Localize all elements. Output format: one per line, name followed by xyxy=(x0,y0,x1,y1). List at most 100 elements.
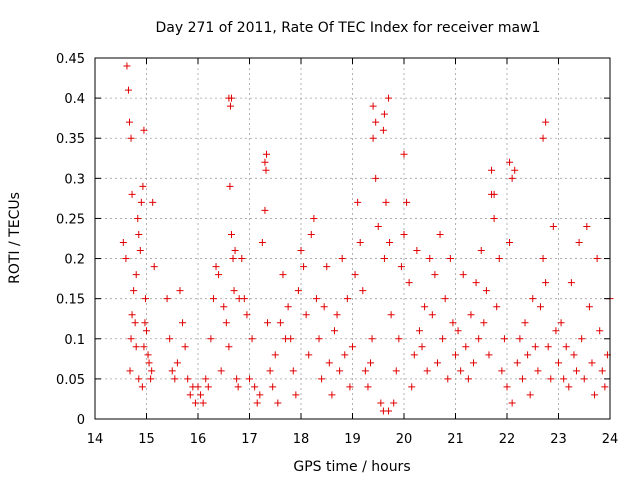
data-point xyxy=(186,391,194,399)
data-point xyxy=(147,375,155,383)
data-point xyxy=(472,279,480,287)
data-point xyxy=(565,383,573,391)
data-point xyxy=(544,343,552,351)
data-point xyxy=(261,206,269,214)
data-point xyxy=(567,279,575,287)
data-point xyxy=(596,327,604,335)
data-point xyxy=(354,198,362,206)
data-point xyxy=(516,335,524,343)
data-point xyxy=(173,359,181,367)
data-point xyxy=(377,399,385,407)
data-point xyxy=(400,150,408,158)
data-point xyxy=(506,158,514,166)
data-point xyxy=(364,383,372,391)
data-point xyxy=(386,239,394,247)
data-point xyxy=(226,182,234,190)
data-point xyxy=(262,166,270,174)
data-point xyxy=(149,198,157,206)
y-tick-label: 0.1 xyxy=(64,333,85,348)
data-point xyxy=(141,319,149,327)
data-point xyxy=(464,375,472,383)
x-axis: 14 15 16 17 18 19 20 21 22 23 24 xyxy=(87,58,618,447)
data-point xyxy=(256,391,264,399)
data-point xyxy=(542,118,550,126)
data-point xyxy=(562,343,570,351)
data-point xyxy=(220,303,228,311)
data-point xyxy=(307,230,315,238)
data-point xyxy=(542,279,550,287)
data-point xyxy=(390,399,398,407)
data-point xyxy=(126,367,134,375)
y-tick-label: 0.3 xyxy=(64,172,85,187)
data-point xyxy=(482,287,490,295)
data-point xyxy=(552,327,560,335)
data-point xyxy=(585,303,593,311)
data-point xyxy=(336,367,344,375)
data-point xyxy=(310,214,318,222)
data-point xyxy=(137,198,145,206)
data-point xyxy=(251,383,259,391)
data-point xyxy=(191,399,199,407)
data-point xyxy=(199,399,207,407)
data-point xyxy=(433,359,441,367)
data-point xyxy=(148,367,156,375)
y-tick-label: 0.4 xyxy=(64,92,85,107)
data-point xyxy=(446,255,454,263)
data-point xyxy=(135,230,143,238)
data-point xyxy=(297,247,305,255)
data-point xyxy=(166,335,174,343)
data-point xyxy=(392,367,400,375)
data-point xyxy=(521,319,529,327)
data-point xyxy=(207,335,215,343)
data-point xyxy=(262,150,270,158)
data-point xyxy=(428,311,436,319)
data-point xyxy=(325,359,333,367)
data-point xyxy=(526,391,534,399)
data-point xyxy=(145,359,153,367)
data-point xyxy=(439,335,447,343)
x-tick-label: 21 xyxy=(447,432,464,447)
data-point xyxy=(261,158,269,166)
data-point xyxy=(387,311,395,319)
data-point xyxy=(341,351,349,359)
data-point xyxy=(150,263,158,271)
data-point xyxy=(292,391,300,399)
data-point xyxy=(238,255,246,263)
data-point xyxy=(138,383,146,391)
y-tick-label: 0 xyxy=(77,413,85,428)
y-tick-label: 0.35 xyxy=(56,132,85,147)
y-tick-label: 0.05 xyxy=(56,373,85,388)
data-point xyxy=(449,319,457,327)
data-point xyxy=(511,166,519,174)
data-points xyxy=(119,62,614,415)
data-point xyxy=(194,383,202,391)
data-point xyxy=(475,335,483,343)
data-point xyxy=(441,295,449,303)
data-point xyxy=(488,166,496,174)
data-point xyxy=(518,375,526,383)
data-point xyxy=(506,239,514,247)
data-point xyxy=(209,295,217,303)
data-point xyxy=(140,343,148,351)
data-point xyxy=(230,287,238,295)
data-point xyxy=(225,343,233,351)
data-point xyxy=(531,343,539,351)
data-point xyxy=(141,295,149,303)
data-point xyxy=(400,230,408,238)
data-point xyxy=(266,367,274,375)
data-point xyxy=(356,239,364,247)
x-tick-label: 19 xyxy=(344,432,361,447)
data-point xyxy=(289,367,297,375)
data-point xyxy=(385,407,393,415)
data-point xyxy=(197,391,205,399)
data-point xyxy=(524,351,532,359)
data-point xyxy=(287,335,295,343)
data-point xyxy=(490,190,498,198)
data-point xyxy=(498,367,506,375)
data-point xyxy=(508,399,516,407)
data-point xyxy=(128,311,136,319)
data-point xyxy=(351,271,359,279)
data-point xyxy=(134,214,142,222)
data-point xyxy=(413,247,421,255)
data-point xyxy=(503,383,511,391)
